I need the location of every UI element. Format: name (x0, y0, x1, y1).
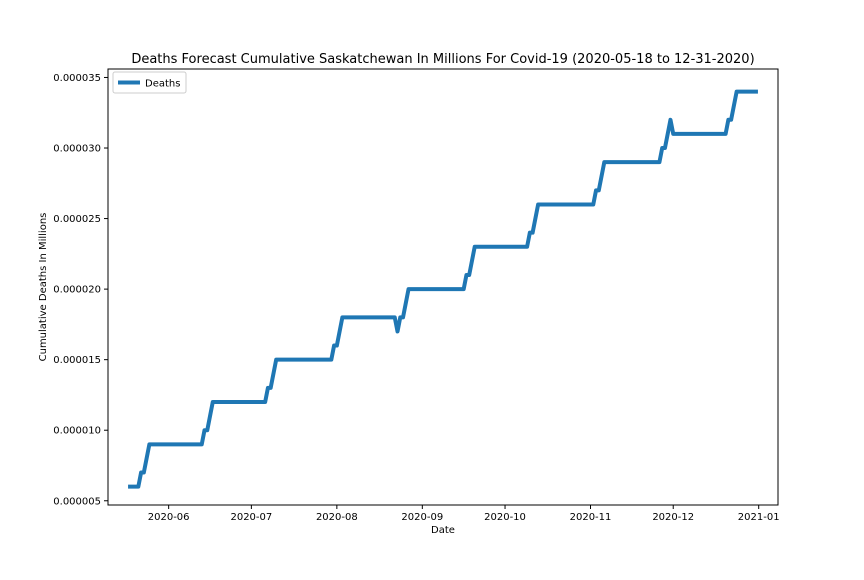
x-tick-label: 2020-06 (148, 512, 190, 523)
x-tick-label: 2020-12 (652, 512, 694, 523)
y-tick-label: 0.000030 (53, 144, 101, 155)
plot-frame (107, 68, 779, 506)
x-tick-label: 2020-09 (401, 512, 443, 523)
legend: Deaths (112, 71, 187, 94)
chart-title: Deaths Forecast Cumulative Saskatchewan … (131, 52, 754, 67)
legend-box (112, 71, 187, 94)
x-tick-label: 2020-11 (570, 512, 612, 523)
y-tick-label: 0.000035 (53, 73, 101, 84)
y-tick-label: 0.000020 (53, 285, 101, 296)
x-axis-label: Date (431, 525, 455, 536)
legend-label-deaths: Deaths (145, 79, 180, 90)
y-tick-label: 0.000015 (53, 355, 101, 366)
series-line-deaths (128, 89, 758, 489)
y-axis-label: Cumulative Deaths In Millions (38, 213, 49, 362)
x-tick-label: 2021-01 (738, 512, 780, 523)
y-tick-label: 0.000025 (53, 214, 101, 225)
y-tick-label: 0.000005 (53, 496, 101, 507)
x-tick-label: 2020-07 (230, 512, 272, 523)
axes: 2020-06 2020-07 2020-08 2020-09 2020-10 2020-… (53, 68, 780, 523)
x-tick-label: 2020-10 (484, 512, 526, 523)
plot-area (128, 89, 758, 489)
x-tick-label: 2020-08 (316, 512, 358, 523)
y-tick-label: 0.000010 (53, 426, 101, 437)
